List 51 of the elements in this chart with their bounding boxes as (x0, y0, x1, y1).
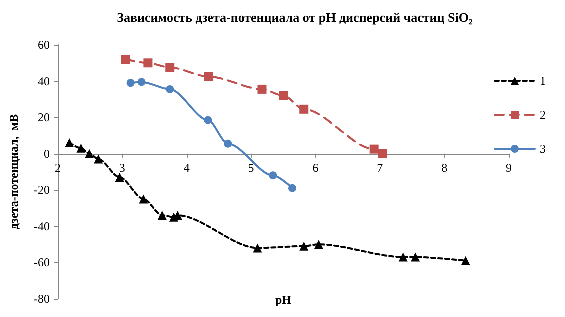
point (461, 256, 470, 266)
x-tick-label: 8 (442, 160, 448, 175)
point (85, 149, 94, 158)
point (224, 140, 232, 148)
point (204, 72, 214, 82)
y-tick-label: -20 (34, 183, 50, 198)
x-tick-label: 7 (377, 160, 384, 175)
y-tick-label: -40 (34, 219, 50, 234)
y-tick-label: -60 (34, 256, 50, 270)
point (121, 55, 130, 64)
point (370, 144, 379, 154)
point (288, 184, 297, 192)
point (144, 58, 153, 68)
point (258, 84, 267, 94)
point (65, 138, 74, 148)
point (378, 149, 388, 158)
legend-label: 2 (540, 108, 546, 122)
point (158, 211, 167, 220)
x-axis-title: pH (275, 292, 292, 307)
x-tick-label: 5 (248, 160, 254, 175)
legend-label: 1 (540, 74, 546, 88)
y-tick-label: 20 (38, 110, 50, 125)
chart-title: Зависимость дзета-потенциала от pH дисперсий частиц SiO₂ (117, 10, 473, 25)
point (253, 244, 262, 253)
x-tick-label: 9 (506, 160, 512, 175)
point (94, 154, 104, 164)
point (166, 63, 175, 72)
point (411, 252, 420, 262)
point (269, 172, 278, 180)
point (300, 104, 309, 114)
y-tick-label: 60 (38, 38, 50, 52)
x-tick-label: 6 (312, 160, 319, 175)
point (126, 79, 135, 88)
point (115, 172, 124, 182)
point (76, 144, 86, 153)
y-axis-title: дзета-потенциал, мВ (7, 114, 21, 230)
x-tick-label: 2 (55, 160, 61, 175)
y-tick-label: -80 (34, 292, 50, 306)
point (279, 91, 288, 100)
x-tick-label: 4 (184, 160, 190, 175)
y-tick-label: 0 (44, 146, 50, 161)
point (204, 116, 212, 124)
point (166, 85, 174, 94)
x-tick-label: 3 (119, 160, 126, 175)
point (138, 78, 146, 86)
y-tick-label: 40 (38, 74, 50, 88)
legend-label: 3 (540, 142, 546, 156)
point (139, 194, 148, 204)
point (314, 240, 324, 250)
point (300, 242, 309, 251)
point (398, 252, 408, 262)
